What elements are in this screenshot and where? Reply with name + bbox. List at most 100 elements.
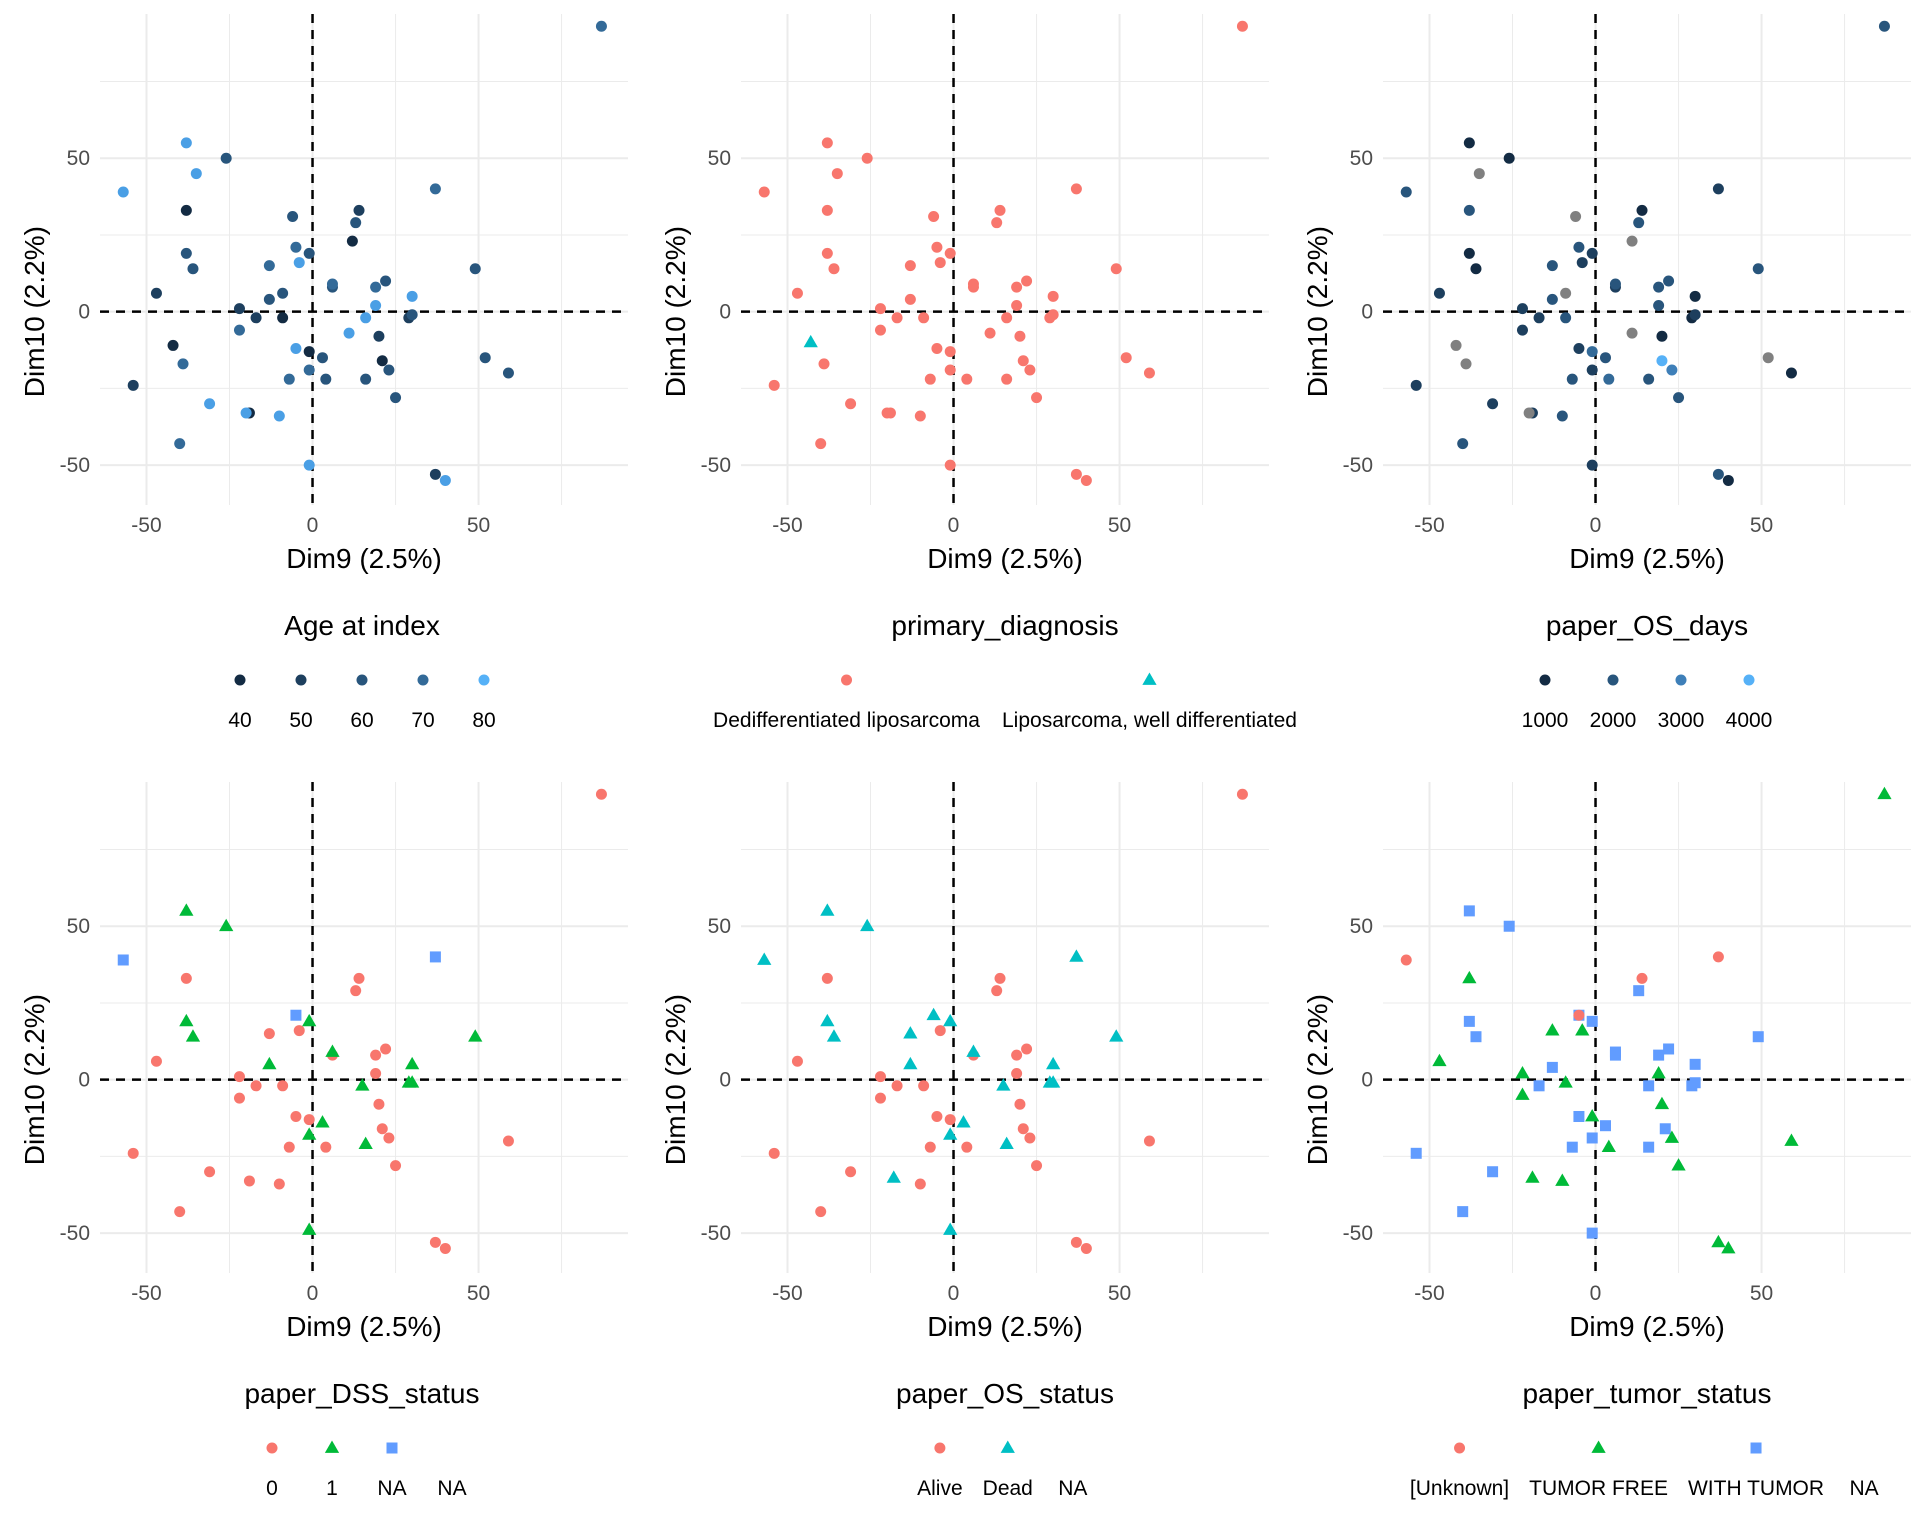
legend-key	[1142, 672, 1157, 685]
data-point	[994, 204, 1006, 216]
data-point	[1663, 275, 1675, 287]
data-point	[380, 275, 392, 287]
x-tick-label: 50	[1750, 1282, 1773, 1305]
data-point	[991, 985, 1003, 997]
scatter-panel: -50 0 50 -50 0 50 Dim9 (2.5%) Dim10 (2.2%) paper…	[1302, 782, 1911, 1500]
y-tick-label: 50	[67, 147, 90, 170]
data-point	[931, 342, 943, 354]
data-point	[1001, 373, 1013, 385]
data-point	[1400, 954, 1412, 966]
data-point	[1011, 1049, 1023, 1061]
data-point	[1656, 330, 1668, 342]
data-point	[821, 204, 833, 216]
data-point	[469, 263, 481, 275]
data-point	[174, 438, 186, 450]
x-axis-label: Dim9 (2.5%)	[1569, 1311, 1725, 1342]
data-point	[1586, 346, 1598, 358]
data-point	[1636, 204, 1648, 216]
data-point	[360, 373, 372, 385]
data-point	[502, 1135, 514, 1147]
data-point	[967, 278, 979, 290]
data-point	[185, 1029, 201, 1042]
data-point	[429, 183, 441, 195]
data-point	[1573, 1009, 1585, 1021]
data-point	[1463, 247, 1475, 259]
data-point	[1463, 204, 1475, 216]
data-point	[904, 260, 916, 272]
data-point	[127, 1147, 139, 1159]
data-point	[1236, 20, 1248, 32]
grid	[100, 782, 628, 1273]
data-point	[1024, 1132, 1036, 1144]
data-point	[320, 373, 332, 385]
x-tick-label: 50	[467, 1282, 490, 1305]
scatter-panel: -50 0 50 -50 0 50 Dim9 (2.5%) Dim10 (2.2%) Age a…	[19, 14, 628, 732]
data-point	[263, 1028, 275, 1040]
data-point	[1712, 468, 1724, 480]
data-point	[1525, 1170, 1540, 1183]
data-point	[273, 410, 285, 422]
data-point	[1457, 438, 1469, 450]
data-point	[1516, 324, 1528, 336]
data-point	[1070, 1236, 1082, 1248]
y-tick-label: 0	[719, 301, 731, 324]
data-point	[326, 278, 338, 290]
data-point	[943, 1013, 958, 1027]
legend-key	[1607, 674, 1619, 686]
data-point	[167, 339, 179, 351]
data-point	[874, 1071, 886, 1083]
data-point	[250, 1080, 262, 1092]
data-point	[233, 1092, 245, 1104]
legend: primary_diagnosis Dedifferentiated liposa…	[713, 610, 1297, 732]
data-point	[370, 1068, 382, 1080]
data-point	[821, 137, 833, 149]
data-points	[1400, 786, 1892, 1254]
data-point	[177, 358, 189, 370]
data-point	[190, 168, 202, 180]
y-tick-label: -50	[1343, 1222, 1373, 1245]
data-point	[815, 438, 827, 450]
data-point	[439, 474, 451, 486]
data-point	[1046, 1056, 1061, 1070]
data-point	[1011, 300, 1023, 312]
x-tick-label: 50	[1108, 1282, 1131, 1305]
data-point	[1503, 152, 1515, 164]
data-point	[1643, 1141, 1655, 1153]
data-point	[891, 1080, 903, 1092]
legend-key	[386, 1442, 398, 1454]
data-point	[1400, 186, 1412, 198]
data-point	[1712, 951, 1724, 963]
data-point	[1011, 1068, 1023, 1080]
data-point	[918, 1080, 930, 1092]
data-point	[303, 1114, 315, 1126]
data-point	[1473, 168, 1485, 180]
data-point	[290, 1110, 302, 1122]
data-point	[1143, 1135, 1155, 1147]
legend: Age at index 40 50 60 70 80	[228, 610, 495, 732]
data-point	[845, 398, 857, 410]
data-point	[845, 1166, 857, 1178]
y-tick-label: 50	[67, 915, 90, 938]
data-point	[180, 137, 192, 149]
data-point	[956, 1115, 971, 1128]
data-point	[791, 287, 803, 299]
y-tick-label: -50	[60, 454, 90, 477]
data-point	[1785, 367, 1797, 379]
data-point	[1654, 1096, 1670, 1110]
data-point	[1603, 373, 1615, 385]
data-point	[380, 1043, 392, 1055]
data-point	[1573, 342, 1585, 354]
data-point	[1666, 364, 1678, 376]
data-point	[944, 459, 956, 471]
data-point	[233, 1071, 245, 1083]
data-point	[820, 1013, 835, 1027]
data-point	[595, 20, 607, 32]
data-point	[914, 410, 926, 422]
data-point	[429, 1236, 441, 1248]
data-point	[1586, 364, 1598, 376]
data-point	[1722, 474, 1734, 486]
x-tick-label: -50	[772, 514, 802, 537]
data-point	[1653, 300, 1665, 312]
data-point	[944, 247, 956, 259]
data-point	[303, 364, 315, 376]
